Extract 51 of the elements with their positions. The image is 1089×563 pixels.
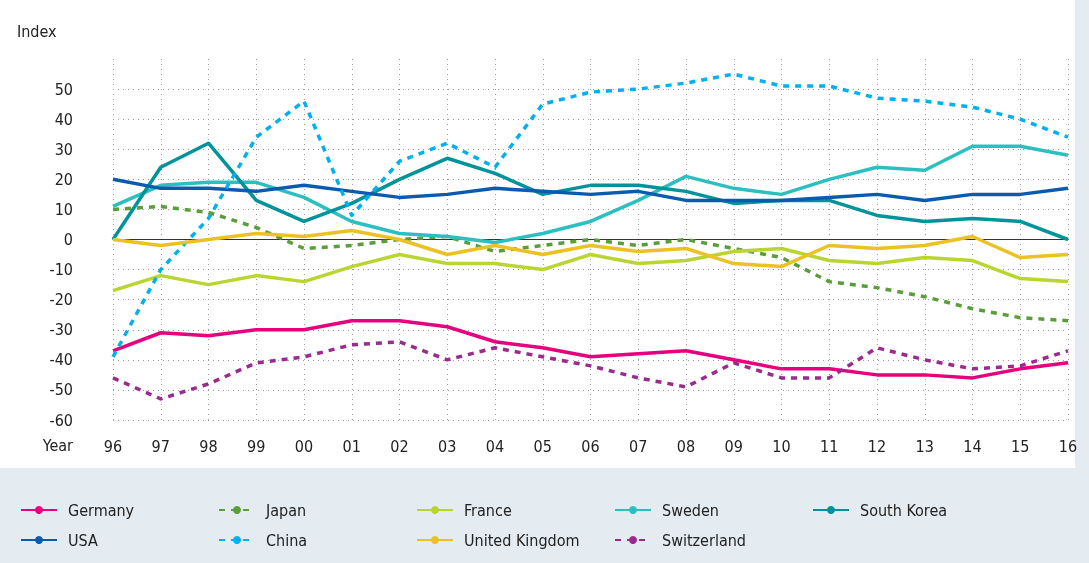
x-tick-label: 97 bbox=[151, 436, 170, 456]
x-tick-label: 07 bbox=[629, 436, 648, 456]
y-tick-label: 10 bbox=[54, 199, 73, 219]
y-tick-label: -30 bbox=[49, 320, 73, 340]
legend-label: Sweden bbox=[662, 500, 719, 520]
line-series bbox=[111, 318, 1070, 380]
x-tick-label: 96 bbox=[103, 436, 123, 456]
x-tick-label: 03 bbox=[438, 436, 457, 456]
legend-label: France bbox=[464, 500, 512, 520]
y-tick-label: -20 bbox=[49, 290, 73, 310]
y-tick-label: -60 bbox=[49, 410, 73, 430]
x-tick-label: 06 bbox=[581, 436, 600, 456]
y-tick-label: -40 bbox=[49, 350, 73, 370]
x-tick-label: 14 bbox=[963, 436, 982, 456]
x-tick-label: 09 bbox=[724, 436, 743, 456]
line-series bbox=[111, 246, 1070, 293]
x-tick-label: 05 bbox=[533, 436, 552, 456]
line-series bbox=[111, 177, 1070, 203]
legend-label: Switzerland bbox=[662, 530, 746, 550]
legend-label: South Korea bbox=[860, 500, 948, 520]
y-tick-label: 0 bbox=[63, 230, 73, 249]
line-series bbox=[111, 204, 1070, 323]
x-tick-label: 11 bbox=[820, 436, 839, 456]
line-series bbox=[111, 340, 1070, 401]
x-tick-label: 15 bbox=[1011, 436, 1030, 456]
x-tick-label: 08 bbox=[676, 436, 696, 456]
x-tick-label: 04 bbox=[485, 436, 505, 456]
x-tick-label: 13 bbox=[915, 436, 934, 456]
y-tick-label: 20 bbox=[54, 169, 73, 189]
x-tick-label: 10 bbox=[772, 436, 791, 456]
x-tick-label: 12 bbox=[867, 436, 887, 456]
x-tick-label: 16 bbox=[1058, 436, 1078, 456]
x-tick-label: 02 bbox=[390, 436, 409, 456]
x-tick-label: 99 bbox=[247, 436, 266, 456]
legend-label: Germany bbox=[68, 500, 135, 520]
x-tick-label: 00 bbox=[294, 436, 314, 456]
y-tick-label: -50 bbox=[49, 380, 73, 400]
line-series bbox=[111, 228, 1070, 269]
x-tick-label: 98 bbox=[199, 436, 218, 456]
x-tick-label: 01 bbox=[342, 436, 361, 456]
y-tick-label: 50 bbox=[54, 79, 73, 99]
y-axis-title: Index bbox=[17, 21, 58, 41]
legend-label: USA bbox=[68, 530, 98, 550]
legend-label: United Kingdom bbox=[464, 530, 580, 550]
legend-label: Japan bbox=[265, 500, 307, 520]
legend-label: China bbox=[266, 530, 308, 550]
y-tick-label: -10 bbox=[49, 260, 73, 280]
line-series bbox=[111, 72, 1070, 359]
y-tick-label: 30 bbox=[54, 139, 73, 159]
x-axis-title: Year bbox=[41, 435, 74, 455]
y-tick-label: 40 bbox=[54, 109, 73, 129]
